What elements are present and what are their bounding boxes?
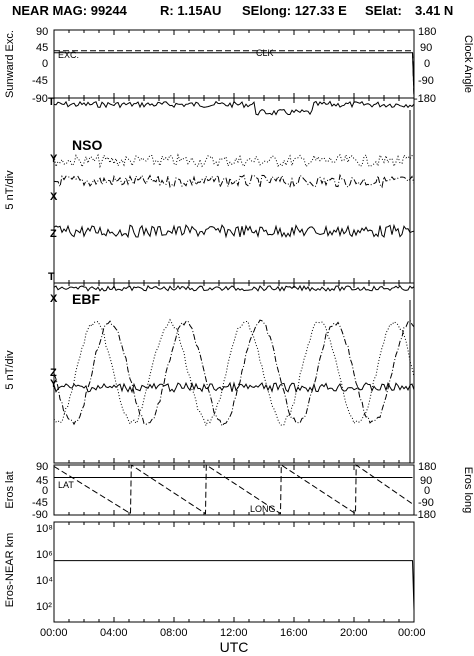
p1-ytick-right-3: -90 bbox=[418, 75, 434, 87]
x-tick-6: 00:00 bbox=[398, 627, 426, 639]
p3-series-z-3 bbox=[53, 381, 415, 394]
p5-ylabel: Eros-NEAR km bbox=[4, 533, 16, 608]
p1-ytick-right-0: 180 bbox=[418, 26, 436, 38]
p4-series-group bbox=[53, 464, 415, 515]
p4-ytick-right-2: 0 bbox=[424, 485, 430, 497]
p1-ytick-right-4: -180 bbox=[414, 93, 436, 105]
x-tick-4: 16:00 bbox=[280, 627, 308, 639]
p4-ytick-left-3: -45 bbox=[32, 497, 48, 509]
p5-series-group bbox=[53, 522, 415, 622]
p4-ylabel-right: Eros long bbox=[462, 467, 474, 513]
x-tick-3: 12:00 bbox=[220, 627, 248, 639]
header: NEAR MAG: 99244 R: 1.15AU SElong: 127.33… bbox=[12, 3, 453, 18]
p2-series-group bbox=[53, 98, 415, 283]
p1-ytick-right-1: 90 bbox=[420, 42, 432, 54]
p5-series-distance bbox=[54, 560, 415, 611]
p3-annot-z: Z bbox=[50, 367, 57, 379]
p2-ylabel: 5 nT/div bbox=[4, 170, 16, 210]
panel5-frame bbox=[53, 521, 415, 623]
p5-ytick-2: 10⁴ bbox=[36, 575, 53, 587]
x-axis-label: UTC bbox=[220, 639, 249, 655]
p4-ytick-right-3: -90 bbox=[418, 497, 434, 509]
p1-ylabel-right: Clock Angle bbox=[462, 35, 474, 93]
title-mission: NEAR MAG: 99244 bbox=[12, 3, 128, 18]
p1-ytick-left-3: -45 bbox=[32, 75, 48, 87]
p4-ytick-left-4: -90 bbox=[32, 509, 48, 521]
panel-eros-near: 10⁸ 10⁶ 10⁴ 10² Eros-NEAR km bbox=[4, 521, 415, 623]
p4-ytick-right-1: 90 bbox=[420, 475, 432, 487]
panel-ebf: EBF 5 nT/div X Z Y bbox=[4, 282, 415, 464]
title-selong: SElong: 127.33 E bbox=[242, 3, 347, 18]
x-tick-0: 00:00 bbox=[40, 627, 68, 639]
p1-ytick-left-2: 0 bbox=[42, 58, 48, 70]
p3-series-x-1 bbox=[53, 319, 415, 427]
p5-ytick-3: 10² bbox=[36, 601, 52, 613]
x-tick-2: 08:00 bbox=[160, 627, 188, 639]
p5-ytick-1: 10⁶ bbox=[36, 549, 53, 561]
p1-ytick-left-0: 90 bbox=[36, 26, 48, 38]
x-axis: 00:00 04:00 08:00 12:00 16:00 20:00 00:0… bbox=[40, 627, 426, 655]
p3-ylabel: 5 nT/div bbox=[4, 350, 16, 390]
title-selat-label: SElat: bbox=[365, 3, 402, 18]
panel4-frame bbox=[53, 464, 415, 516]
panel-exc-clock: 90 45 0 -45 -90 180 90 0 -90 -180 Sunwar… bbox=[4, 26, 474, 105]
p3-annot-y: Y bbox=[50, 378, 58, 390]
p1-ylabel-left: Sunward Exc. bbox=[4, 30, 16, 98]
p4-ylabel-left: Eros lat bbox=[4, 471, 16, 508]
p3-label: EBF bbox=[72, 291, 100, 307]
p1-ytick-left-1: 45 bbox=[36, 42, 48, 54]
p4-series-long bbox=[53, 464, 413, 515]
p2-label: NSO bbox=[72, 137, 102, 153]
panel1-frame bbox=[53, 29, 415, 99]
x-tick-5: 20:00 bbox=[340, 627, 368, 639]
p4-annot-long: LONG bbox=[250, 504, 276, 514]
panel-eros-latlong: 90 45 0 -45 -90 180 90 0 -90 -180 Eros l… bbox=[4, 461, 474, 521]
p2-series-y-1 bbox=[53, 153, 415, 169]
p2-annot-z: Z bbox=[50, 228, 57, 240]
p1-series-group bbox=[53, 30, 415, 99]
p1-series-clk bbox=[54, 50, 415, 99]
p2-series-z-3 bbox=[53, 223, 415, 239]
p1-ytick-right-2: 0 bbox=[424, 58, 430, 70]
title-distance: R: 1.15AU bbox=[160, 3, 221, 18]
x-tick-1: 04:00 bbox=[100, 627, 128, 639]
p4-ytick-left-0: 90 bbox=[36, 461, 48, 473]
p3-series-group bbox=[53, 283, 415, 463]
p4-ytick-right-0: 180 bbox=[418, 461, 436, 473]
p2-series-x-2 bbox=[53, 173, 415, 189]
p2-annot-x: X bbox=[50, 191, 58, 203]
p1-series-exc bbox=[54, 52, 415, 98]
p4-annot-lat: LAT bbox=[58, 480, 74, 490]
p2-annot-t-top: T bbox=[48, 96, 55, 108]
p2-annot-y: Y bbox=[50, 153, 58, 165]
p4-ytick-left-2: 0 bbox=[42, 485, 48, 497]
panel-nso: NSO 5 nT/div T Y X Z T bbox=[4, 96, 415, 284]
p5-ytick-0: 10⁸ bbox=[36, 523, 53, 535]
panel2-frame bbox=[53, 97, 415, 284]
p3-series-y-2 bbox=[53, 318, 415, 428]
p4-ytick-left-1: 45 bbox=[36, 475, 48, 487]
panel3-frame bbox=[53, 282, 415, 464]
p2-series-t-0 bbox=[53, 100, 415, 116]
p1-annot-exc: EXC. bbox=[58, 50, 79, 60]
title-selat-value: 3.41 N bbox=[415, 3, 453, 18]
p3-annot-x: X bbox=[50, 293, 58, 305]
p1-ytick-left-4: -90 bbox=[32, 93, 48, 105]
p4-ytick-right-4: -180 bbox=[414, 509, 436, 521]
p2-annot-t-bottom: T bbox=[48, 271, 55, 283]
